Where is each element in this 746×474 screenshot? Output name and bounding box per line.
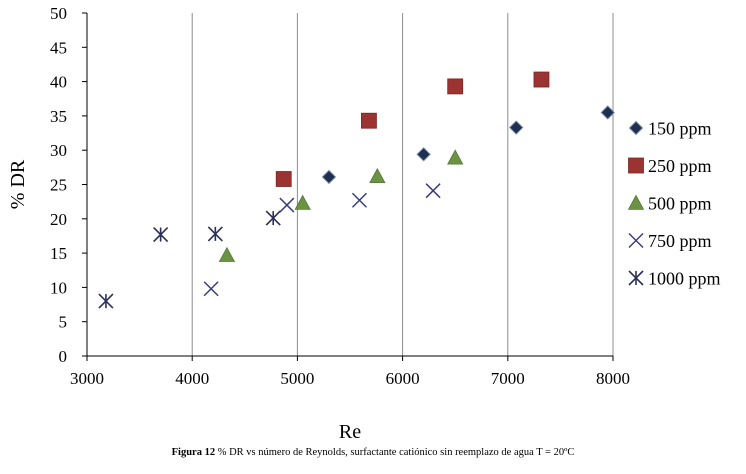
grid-lines [191,13,614,356]
legend-marker [628,120,644,136]
y-tick-label: 20 [50,210,67,229]
caption-label: Figura 12 [171,447,216,458]
legend-label: 1000 ppm [648,269,721,289]
legend-marker [627,194,645,210]
figure-caption: Figura 12 % DR vs número de Reynolds, su… [0,447,746,458]
x-tick-label: 3000 [70,369,104,388]
y-tick-label: 0 [59,347,68,366]
legend-item: 500 ppm [627,194,712,214]
y-tick-label: 35 [50,107,67,126]
data-point [153,227,169,243]
x-tick-label: 8000 [596,369,630,388]
data-point [600,105,615,120]
y-tick-label: 15 [50,244,67,263]
legend-item: 1000 ppm [628,269,721,289]
legend-marker [628,232,644,249]
series-500-ppm [218,149,464,262]
legend-marker [628,157,644,174]
data-point [265,210,281,226]
chart: 3000 4000 5000 6000 7000 8000 0 5 10 15 20 25 30 35 4… [7,4,721,440]
axes [82,12,614,361]
legend-label: 750 ppm [648,231,712,251]
x-tick-label: 5000 [280,369,314,388]
legend-label: 500 ppm [648,194,712,214]
y-axis-title: % DR [7,159,29,209]
data-point [351,192,367,208]
legend-item: 250 ppm [628,156,712,176]
data-point [369,167,386,184]
legend-item: 750 ppm [628,231,712,251]
data-point [425,183,441,199]
y-tick-label: 25 [50,176,67,195]
x-tick-labels: 3000 4000 5000 6000 7000 8000 [70,369,630,388]
series-1000-ppm [98,210,281,309]
data-point [207,226,223,242]
data-point [509,120,524,135]
x-tick-label: 6000 [386,369,420,388]
series-750-ppm [203,183,441,297]
data-point [361,112,377,129]
data-point [275,171,292,187]
legend-label: 250 ppm [648,156,712,176]
caption-text: % DR vs número de Reynolds, surfactante … [215,447,575,458]
data-point [218,246,236,262]
data-marks [98,71,615,309]
series-150-ppm [321,105,615,185]
legend-label: 150 ppm [648,119,712,139]
data-point [98,293,114,309]
y-tick-label: 10 [50,278,67,297]
x-tick-label: 7000 [491,369,525,388]
data-point [416,147,431,162]
legend: 150 ppm 250 ppm 500 ppm 750 ppm 1000 ppm [627,119,721,289]
y-tick-labels: 0 5 10 15 20 25 30 35 40 45 50 [50,4,67,366]
y-tick-label: 30 [50,141,67,160]
data-point [321,169,337,185]
data-point [447,149,464,165]
x-tick-label: 4000 [175,369,209,388]
data-point [533,71,550,88]
x-axis-title: Re [339,421,361,440]
data-point [203,281,219,297]
y-tick-label: 45 [50,38,67,57]
data-point [294,194,311,210]
y-tick-label: 5 [59,313,68,332]
y-tick-label: 50 [50,4,67,23]
y-tick-label: 40 [50,73,67,92]
data-point [279,197,295,213]
series-250-ppm [275,71,550,187]
data-point [447,78,464,95]
legend-marker [628,270,644,286]
legend-item: 150 ppm [628,119,712,139]
